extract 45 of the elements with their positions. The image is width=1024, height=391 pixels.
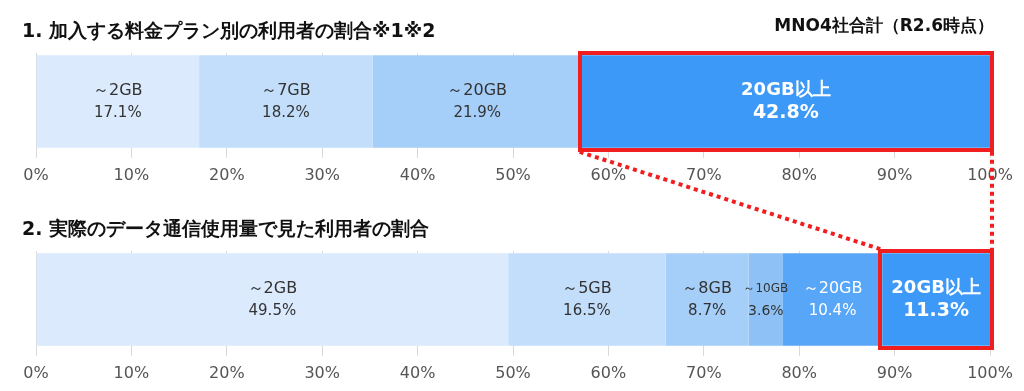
data-label: 17.1% xyxy=(93,103,142,122)
x-tick-label: 50% xyxy=(495,362,531,382)
x-tick-label: 60% xyxy=(590,164,627,184)
x-tick-label: 20% xyxy=(209,362,245,382)
x-tick-label: 10% xyxy=(113,362,150,382)
data-label: 8.7% xyxy=(688,301,727,320)
text: MNO4社合計（R2.6時点） xyxy=(774,14,994,37)
x-tick-label: 0% xyxy=(23,362,49,382)
x-tick-label: 60% xyxy=(590,362,627,382)
series-label: ～10GB xyxy=(743,280,789,295)
x-tick-label: 20% xyxy=(209,164,245,184)
series-label: 20GB以上 xyxy=(741,78,831,100)
x-tick-label: 40% xyxy=(399,164,436,184)
data-label: 18.2% xyxy=(262,103,310,122)
x-tick-label: 80% xyxy=(781,164,817,184)
chart-title: 2. 実際のデータ通信使用量で見た利用者の割合 xyxy=(22,216,430,241)
chart-title: 1. 加入する料金プラン別の利用者の割合※1※2 xyxy=(22,18,436,43)
x-tick-label: 70% xyxy=(686,164,722,184)
data-label: 42.8% xyxy=(752,100,819,123)
data-label: 21.9% xyxy=(453,103,502,122)
bar xyxy=(36,253,509,346)
series-label: ～20GB xyxy=(447,79,508,99)
x-tick-label: 0% xyxy=(23,164,49,184)
x-tick-label: 50% xyxy=(495,164,531,184)
x-tick-label: 30% xyxy=(304,164,340,184)
x-tick-label: 70% xyxy=(686,362,722,382)
series-label: ～5GB xyxy=(562,277,612,297)
series-label: 20GB以上 xyxy=(891,276,981,298)
x-tick-label: 90% xyxy=(876,164,913,184)
x-tick-label: 10% xyxy=(113,164,150,184)
data-label: 49.5% xyxy=(248,301,297,320)
data-label: 16.5% xyxy=(563,301,611,320)
data-label: 11.3% xyxy=(903,298,970,321)
series-label: ～8GB xyxy=(682,277,732,297)
x-tick-label: 80% xyxy=(781,362,817,382)
series-label: ～2GB xyxy=(93,79,143,99)
series-label: ～20GB xyxy=(802,277,863,297)
x-tick-label: 100% xyxy=(967,362,1013,382)
series-label: ～2GB xyxy=(247,277,298,297)
x-tick-label: 40% xyxy=(399,362,436,382)
x-tick-label: 30% xyxy=(304,362,340,382)
data-label: 3.6% xyxy=(748,302,784,319)
data-label: 10.4% xyxy=(808,301,857,320)
series-label: ～7GB xyxy=(261,79,311,99)
x-tick-label: 90% xyxy=(876,362,913,382)
